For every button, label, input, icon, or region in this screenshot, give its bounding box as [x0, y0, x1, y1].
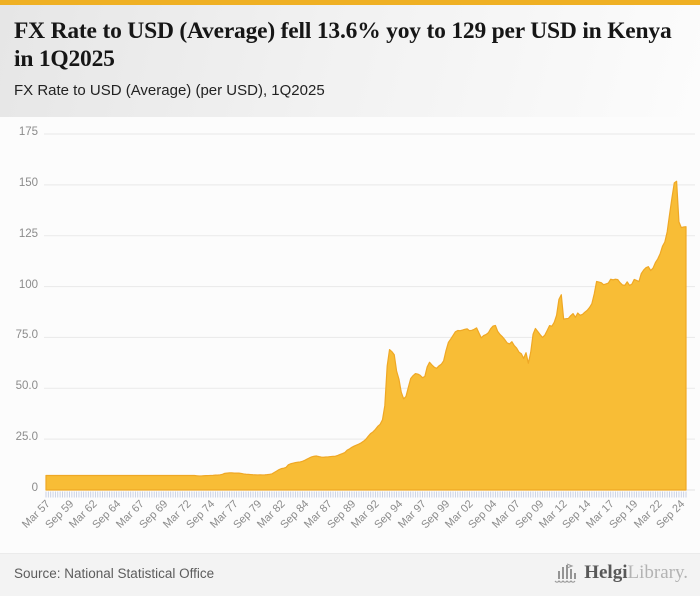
y-axis-label: 25.0 [15, 431, 38, 444]
source-note: Source: National Statistical Office [14, 566, 215, 581]
chart-subtitle: FX Rate to USD (Average) (per USD), 1Q20… [14, 82, 325, 100]
y-axis-label: 100 [18, 278, 38, 291]
page-title: FX Rate to USD (Average) fell 13.6% yoy … [14, 18, 672, 72]
y-axis-label: 150 [18, 176, 38, 189]
helgi-logo-icon [554, 563, 577, 583]
y-axis-label: 75.0 [15, 329, 38, 342]
logo-text-helgi: Helgi [584, 562, 628, 583]
y-axis-label: 125 [18, 227, 38, 240]
logo-text-library: Library. [627, 562, 689, 583]
y-axis-label: 50.0 [15, 380, 38, 393]
chart-area [0, 117, 700, 553]
helgi-library-logo: Helgi Library. [553, 561, 688, 585]
y-axis-label: 175 [18, 126, 38, 138]
top-accent-bar [0, 0, 700, 5]
footer: Source: National Statistical Office Helg… [0, 553, 700, 596]
y-axis-label: 0 [31, 482, 38, 494]
header: FX Rate to USD (Average) fell 13.6% yoy … [0, 5, 700, 117]
